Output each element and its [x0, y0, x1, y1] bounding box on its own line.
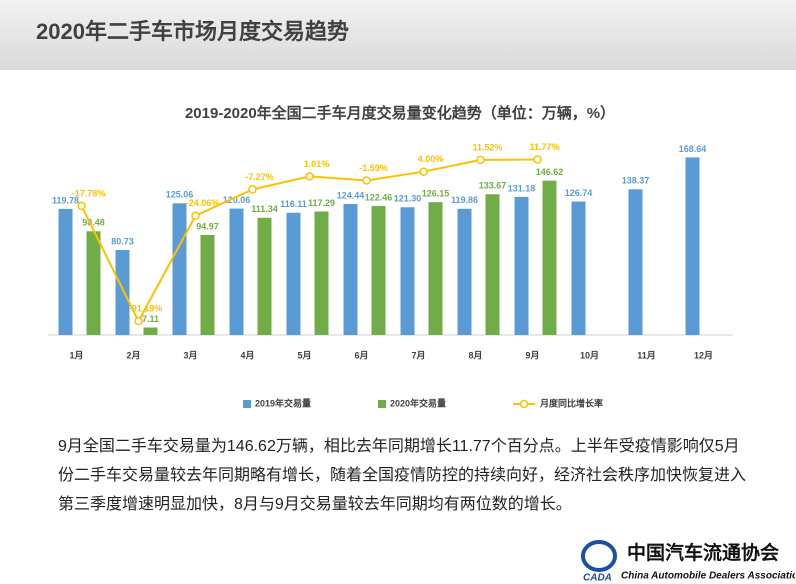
- line-label: 11.77%: [529, 142, 559, 152]
- logo: CADA 中国汽车流通协会 China Automobile Dealers A…: [575, 536, 795, 584]
- paragraph: 9月全国二手车交易量为146.62万辆，相比去年同期增长11.77个百分点。上半…: [58, 438, 747, 513]
- line-point: [248, 185, 257, 194]
- bar: [58, 208, 73, 335]
- bar: [571, 201, 586, 335]
- line-label: 1.01%: [304, 159, 330, 169]
- bar: [685, 157, 700, 335]
- line-point: [77, 201, 86, 211]
- bar: [257, 217, 272, 335]
- x-tick-label: 6月: [354, 350, 368, 360]
- bar: [343, 203, 358, 335]
- line-point: [305, 172, 314, 181]
- line-label: -1.59%: [359, 163, 388, 173]
- x-tick-label: 4月: [240, 350, 254, 360]
- line-point: [419, 167, 428, 176]
- bar-label: 117.29: [308, 198, 335, 208]
- bar-label: 94.97: [196, 221, 219, 231]
- line-label: -17.78%: [72, 188, 106, 198]
- bar: [172, 203, 187, 335]
- bar: [314, 211, 329, 335]
- bar-label: 124.44: [337, 190, 365, 200]
- header: 2020年二手车市场月度交易趋势: [0, 0, 796, 70]
- bar-label: 125.06: [166, 190, 194, 200]
- bar: [485, 194, 500, 335]
- line-point: [134, 316, 143, 326]
- x-tick-label: 11月: [637, 350, 656, 360]
- bar: [371, 206, 386, 335]
- chart-title: 2019-2020年全国二手车月度交易量变化趋势（单位：万辆，%）: [185, 104, 615, 122]
- bar-label: 131.18: [508, 183, 536, 193]
- bar-label: 120.06: [223, 195, 251, 205]
- line-point: [476, 155, 485, 165]
- bar-label: 133.67: [479, 181, 507, 191]
- line-point: [362, 176, 371, 185]
- bar-label: 168.64: [679, 144, 707, 154]
- chart: 2019-2020年全国二手车月度交易量变化趋势（单位：万辆，%） 1月 2月 3月…: [48, 104, 733, 409]
- legend-swatch: [519, 399, 529, 409]
- bar-label: 119.86: [451, 195, 478, 205]
- bar-label: 111.34: [251, 204, 278, 214]
- x-tick-label: 7月: [411, 350, 425, 360]
- line-label: -91.19%: [129, 304, 163, 314]
- x-tick-label: 9月: [525, 350, 539, 360]
- bar-label: 119.78: [52, 195, 79, 205]
- line-label: -7.27%: [245, 172, 274, 182]
- x-tick-label: 12月: [694, 350, 713, 360]
- x-tick-label: 10月: [580, 350, 599, 360]
- bar: [514, 196, 529, 335]
- logo-mark: CADA 中国汽车流通协会 China Automobile Dealers A…: [581, 540, 795, 584]
- line-point: [533, 155, 542, 164]
- x-tick-label: 2月: [126, 350, 140, 360]
- bar: [86, 231, 101, 335]
- bar: [457, 208, 472, 335]
- bar-label: 138.37: [622, 176, 650, 186]
- bar-label: 126.74: [565, 188, 593, 198]
- legend-swatch: [378, 400, 386, 408]
- bar-label: 121.30: [394, 194, 422, 204]
- line-point: [191, 211, 200, 221]
- bar-label: 98.48: [82, 218, 105, 228]
- line-label: -24.06%: [186, 198, 220, 208]
- legend-label: 2019年交易量: [255, 397, 311, 408]
- logo-english: China Automobile Dealers Association: [621, 571, 795, 582]
- bar-label: 146.62: [536, 167, 564, 177]
- legend-label: 月度同比增长率: [539, 397, 603, 408]
- logo-name: 中国汽车流通协会: [627, 541, 779, 564]
- bar: [286, 212, 301, 335]
- bar: [229, 208, 244, 335]
- bar-label: 7.11: [142, 314, 159, 324]
- bar-label: 80.73: [111, 236, 134, 246]
- bar-label: 126.15: [422, 189, 450, 199]
- logo-abbr: CADA: [583, 573, 612, 584]
- line-label: 4.00%: [418, 154, 444, 164]
- x-tick-label: 5月: [297, 350, 311, 360]
- bar: [428, 202, 443, 335]
- x-tick-label: 8月: [468, 350, 482, 360]
- bar: [115, 249, 130, 335]
- legend-label: 2020年交易量: [390, 397, 446, 408]
- header-title: 2020年二手车市场月度交易趋势: [36, 19, 349, 44]
- bar: [200, 235, 215, 335]
- bar: [143, 327, 158, 335]
- x-tick-label: 3月: [183, 350, 197, 360]
- line-label: 11.52%: [472, 142, 502, 152]
- x-tick-label: 1月: [69, 350, 83, 360]
- legend-swatch: [243, 400, 251, 408]
- bar: [400, 207, 415, 335]
- bar-label: 116.11: [280, 199, 307, 209]
- bar: [628, 189, 643, 335]
- bar: [542, 180, 557, 335]
- bar-label: 122.46: [365, 192, 393, 202]
